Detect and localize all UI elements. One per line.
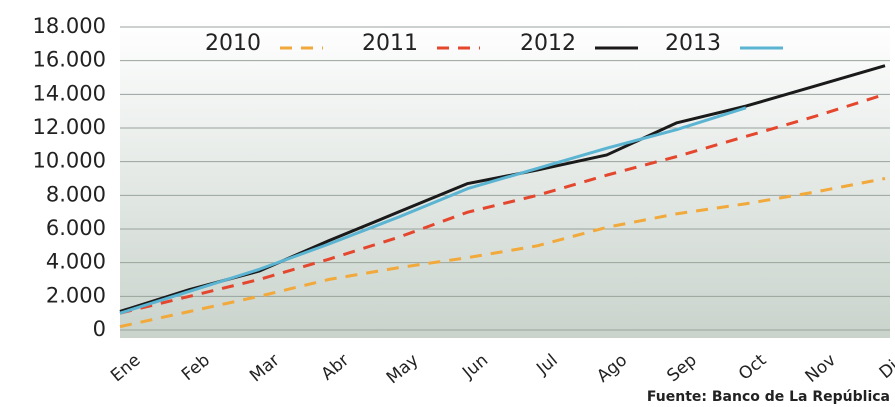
y-tick-label: 2.000 [46,283,106,307]
y-tick-label: 6.000 [46,216,106,240]
y-tick-label: 14.000 [33,81,106,105]
legend-label: 2013 [665,31,721,56]
y-tick-label: 8.000 [46,182,106,206]
legend-label: 2011 [362,31,418,56]
x-tick-label: Ene [107,350,144,386]
x-tick-label: Jun [458,350,492,383]
series-line [119,177,886,329]
x-tick-label: Jul [532,350,561,379]
legend-label: 2012 [520,31,576,56]
y-tick-label: 16.000 [33,48,106,72]
x-tick-label: Dic [876,350,895,383]
y-tick-label: 0 [93,317,106,341]
x-tick-label: Sep [663,350,700,386]
x-tick-label: Mar [246,350,283,386]
x-tick-label: May [383,350,423,388]
legend-label: 2010 [205,31,261,56]
y-tick-label: 18.000 [33,14,106,38]
x-tick-label: Ago [593,350,631,386]
x-tick-label: Abr [318,350,353,384]
x-tick-label: Feb [178,350,214,385]
y-tick-label: 10.000 [33,149,106,173]
x-tick-label: Nov [802,350,840,387]
y-tick-label: 4.000 [46,250,106,274]
series-line [119,106,747,315]
series-line [119,92,886,315]
source: Fuente: Banco de La República [647,389,890,405]
x-tick-label: Oct [735,350,771,384]
y-tick-label: 12.000 [33,115,106,139]
